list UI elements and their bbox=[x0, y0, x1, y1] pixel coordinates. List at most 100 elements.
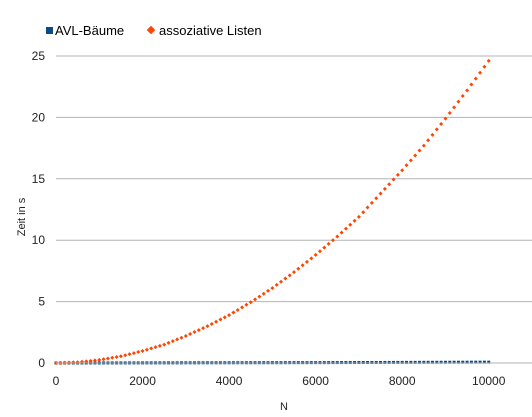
avl-point bbox=[383, 360, 387, 364]
listen-point bbox=[369, 200, 374, 205]
listen-point bbox=[166, 340, 171, 345]
avl-point bbox=[482, 360, 486, 364]
listen-point bbox=[92, 358, 97, 363]
avl-point bbox=[422, 360, 426, 364]
listen-point bbox=[192, 330, 197, 335]
listen-point bbox=[201, 326, 206, 331]
listen-point bbox=[153, 345, 158, 350]
avl-point bbox=[392, 360, 396, 364]
avl-point bbox=[396, 360, 400, 364]
listen-point bbox=[456, 99, 461, 104]
listen-point bbox=[417, 148, 422, 153]
listen-point bbox=[400, 168, 405, 173]
avl-point bbox=[413, 360, 417, 364]
y-tick-label: 5 bbox=[38, 295, 45, 309]
avl-point bbox=[478, 360, 482, 364]
listen-point bbox=[222, 315, 227, 320]
listen-point bbox=[248, 300, 253, 305]
listen-point bbox=[361, 210, 366, 215]
listen-point bbox=[170, 339, 175, 344]
listen-point bbox=[348, 222, 353, 227]
listen-point bbox=[287, 273, 292, 278]
legend-label-listen: assoziative Listen bbox=[159, 23, 262, 38]
avl-point bbox=[366, 360, 370, 364]
listen-point bbox=[110, 355, 115, 360]
avl-point bbox=[426, 360, 430, 364]
listen-point bbox=[196, 328, 201, 333]
listen-point bbox=[434, 127, 439, 132]
avl-point bbox=[474, 360, 478, 364]
listen-point bbox=[144, 347, 149, 352]
listen-point bbox=[326, 241, 331, 246]
legend-marker-avl bbox=[46, 27, 53, 34]
listen-point bbox=[300, 263, 305, 268]
listen-point bbox=[274, 282, 279, 287]
avl-point bbox=[461, 360, 465, 364]
listen-point bbox=[452, 105, 457, 110]
avl-point bbox=[409, 360, 413, 364]
listen-point bbox=[270, 286, 275, 291]
listen-point bbox=[292, 270, 296, 275]
listen-point bbox=[257, 294, 262, 299]
listen-point bbox=[296, 266, 301, 271]
listen-point bbox=[439, 122, 444, 127]
listen-point bbox=[261, 291, 266, 296]
listen-point bbox=[266, 288, 271, 293]
avl-point bbox=[448, 360, 452, 364]
listen-point bbox=[240, 305, 245, 310]
legend-label-avl: AVL-Bäume bbox=[55, 23, 124, 38]
listen-point bbox=[283, 276, 288, 281]
listen-point bbox=[131, 351, 136, 356]
y-tick-label: 0 bbox=[38, 356, 45, 370]
listen-point bbox=[335, 234, 340, 239]
listen-point bbox=[97, 357, 102, 362]
listen-point bbox=[304, 259, 309, 264]
listen-point bbox=[175, 337, 180, 342]
listen-point bbox=[374, 196, 379, 201]
x-tick-label: 6000 bbox=[302, 374, 329, 388]
listen-point bbox=[149, 346, 154, 351]
avl-point bbox=[452, 360, 456, 364]
x-tick-label: 10000 bbox=[472, 374, 506, 388]
listen-point bbox=[330, 238, 335, 243]
avl-point bbox=[405, 360, 409, 364]
listen-point bbox=[365, 205, 370, 210]
listen-point bbox=[395, 172, 400, 177]
listen-point bbox=[227, 313, 232, 318]
listen-point bbox=[127, 352, 132, 357]
listen-point bbox=[430, 132, 435, 137]
x-tick-label: 4000 bbox=[216, 374, 243, 388]
listen-point bbox=[183, 333, 188, 338]
listen-point bbox=[231, 310, 236, 315]
listen-point bbox=[279, 279, 284, 284]
y-tick-label: 10 bbox=[32, 233, 46, 247]
listen-point bbox=[218, 317, 223, 322]
listen-point bbox=[114, 354, 119, 359]
x-tick-label: 2000 bbox=[129, 374, 156, 388]
listen-point bbox=[465, 88, 470, 93]
x-axis-title: N bbox=[280, 401, 288, 413]
listen-point bbox=[84, 359, 89, 364]
listen-point bbox=[460, 94, 465, 99]
listen-point bbox=[88, 358, 93, 363]
y-tick-labels: 0 5 10 15 20 25 bbox=[32, 49, 46, 370]
y-tick-label: 20 bbox=[32, 110, 46, 124]
listen-point bbox=[382, 186, 387, 191]
listen-point bbox=[157, 343, 162, 348]
y-tick-label: 15 bbox=[32, 172, 46, 186]
avl-point bbox=[417, 360, 421, 364]
listen-point bbox=[339, 230, 344, 235]
legend: AVL-Bäume assoziative Listen bbox=[46, 23, 262, 38]
listen-point bbox=[101, 357, 106, 362]
avl-point bbox=[443, 360, 447, 364]
listen-point bbox=[105, 356, 110, 361]
avl-point bbox=[379, 360, 383, 364]
listen-point bbox=[123, 353, 128, 358]
listen-point bbox=[136, 350, 141, 355]
listen-point bbox=[486, 58, 491, 63]
avl-point bbox=[370, 360, 374, 364]
listen-point bbox=[469, 82, 474, 87]
listen-point bbox=[482, 64, 487, 69]
x-tick-label: 8000 bbox=[389, 374, 416, 388]
avl-point bbox=[487, 360, 491, 364]
